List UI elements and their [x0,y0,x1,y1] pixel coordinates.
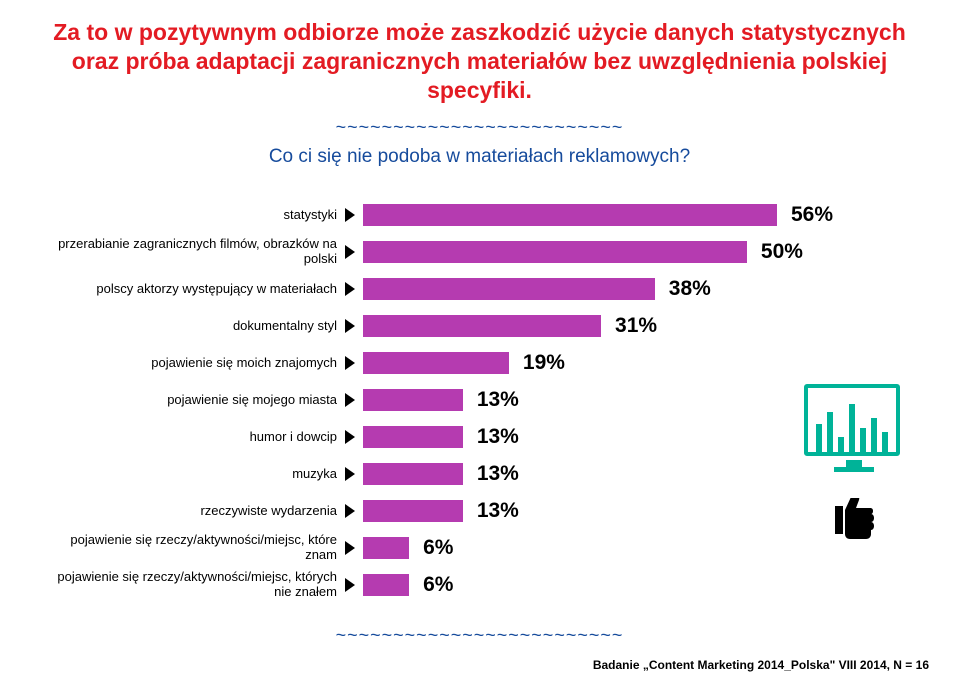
monitor-bar [849,404,855,452]
bar-value: 38% [655,277,711,301]
bar-label: polscy aktorzy występujący w materiałach [40,282,345,296]
bar [363,574,409,596]
bar-label: muzyka [40,467,345,481]
bar-area: 13% [363,499,833,523]
triangle-marker-icon [345,208,355,222]
monitor-bar [882,432,888,452]
wavy-divider-top: ~~~~~~~~~~~~~~~~~~~~~~~~~ [30,118,929,136]
chart-row: polscy aktorzy występujący w materiałach… [40,270,929,307]
chart-row: dokumentalny styl 31% [40,307,929,344]
bar [363,426,463,448]
bar-label: statystyki [40,208,345,222]
bar-area: 6% [363,573,833,597]
triangle-marker-icon [345,245,355,259]
bar-label: pojawienie się rzeczy/aktywności/miejsc,… [40,570,345,599]
bar [363,315,601,337]
bar-area: 13% [363,388,833,412]
bar-area: 19% [363,351,833,375]
triangle-marker-icon [345,504,355,518]
chart-row: przerabianie zagranicznych filmów, obraz… [40,233,929,270]
bar [363,204,777,226]
monitor-chart-icon [804,384,904,472]
bar-value: 13% [463,425,519,449]
bar-value: 50% [747,240,803,264]
bar-value: 31% [601,314,657,338]
monitor-bar [816,424,822,452]
chart-row: statystyki 56% [40,196,929,233]
bar-area: 31% [363,314,833,338]
bar-value: 13% [463,499,519,523]
thumbs-down-icon [804,498,904,561]
side-icons [804,384,904,561]
wavy-divider-bottom: ~~~~~~~~~~~~~~~~~~~~~~~~~ [30,625,929,646]
triangle-marker-icon [345,356,355,370]
bar-label: dokumentalny styl [40,319,345,333]
monitor-bar [871,418,877,452]
triangle-marker-icon [345,430,355,444]
bar-value: 13% [463,462,519,486]
bar [363,278,655,300]
monitor-bar [860,428,866,452]
monitor-bar [838,437,844,452]
footnote: Badanie „Content Marketing 2014_Polska" … [593,658,929,672]
bar [363,352,509,374]
bar-area: 13% [363,462,833,486]
bar-area: 38% [363,277,833,301]
chart-row: rzeczywiste wydarzenia 13% [40,492,929,529]
bar-value: 6% [409,573,453,597]
bar-label: pojawienie się mojego miasta [40,393,345,407]
chart-row: pojawienie się rzeczy/aktywności/miejsc,… [40,566,929,603]
triangle-marker-icon [345,319,355,333]
bar [363,389,463,411]
chart-row: pojawienie się rzeczy/aktywności/miejsc,… [40,529,929,566]
bar-value: 56% [777,203,833,227]
bar-label: pojawienie się moich znajomych [40,356,345,370]
chart-subtitle: Co ci się nie podoba w materiałach rekla… [30,146,929,168]
bar-label: rzeczywiste wydarzenia [40,504,345,518]
bar-value: 13% [463,388,519,412]
bar-chart: statystyki 56% przerabianie zagranicznych … [40,196,929,603]
triangle-marker-icon [345,541,355,555]
bar [363,500,463,522]
bar [363,463,463,485]
bar [363,241,747,263]
bar [363,537,409,559]
bar-area: 6% [363,536,833,560]
chart-row: pojawienie się mojego miasta 13% [40,381,929,418]
bar-area: 13% [363,425,833,449]
page-title: Za to w pozytywnym odbiorze może zaszkod… [30,18,929,104]
bar-area: 56% [363,203,833,227]
bar-label: pojawienie się rzeczy/aktywności/miejsc,… [40,533,345,562]
triangle-marker-icon [345,578,355,592]
bar-label: humor i dowcip [40,430,345,444]
monitor-bar [827,412,833,452]
chart-row: muzyka 13% [40,455,929,492]
chart-row: pojawienie się moich znajomych 19% [40,344,929,381]
bar-area: 50% [363,240,833,264]
triangle-marker-icon [345,393,355,407]
triangle-marker-icon [345,467,355,481]
chart-row: humor i dowcip 13% [40,418,929,455]
bar-label: przerabianie zagranicznych filmów, obraz… [40,237,345,266]
bar-value: 6% [409,536,453,560]
triangle-marker-icon [345,282,355,296]
bar-value: 19% [509,351,565,375]
